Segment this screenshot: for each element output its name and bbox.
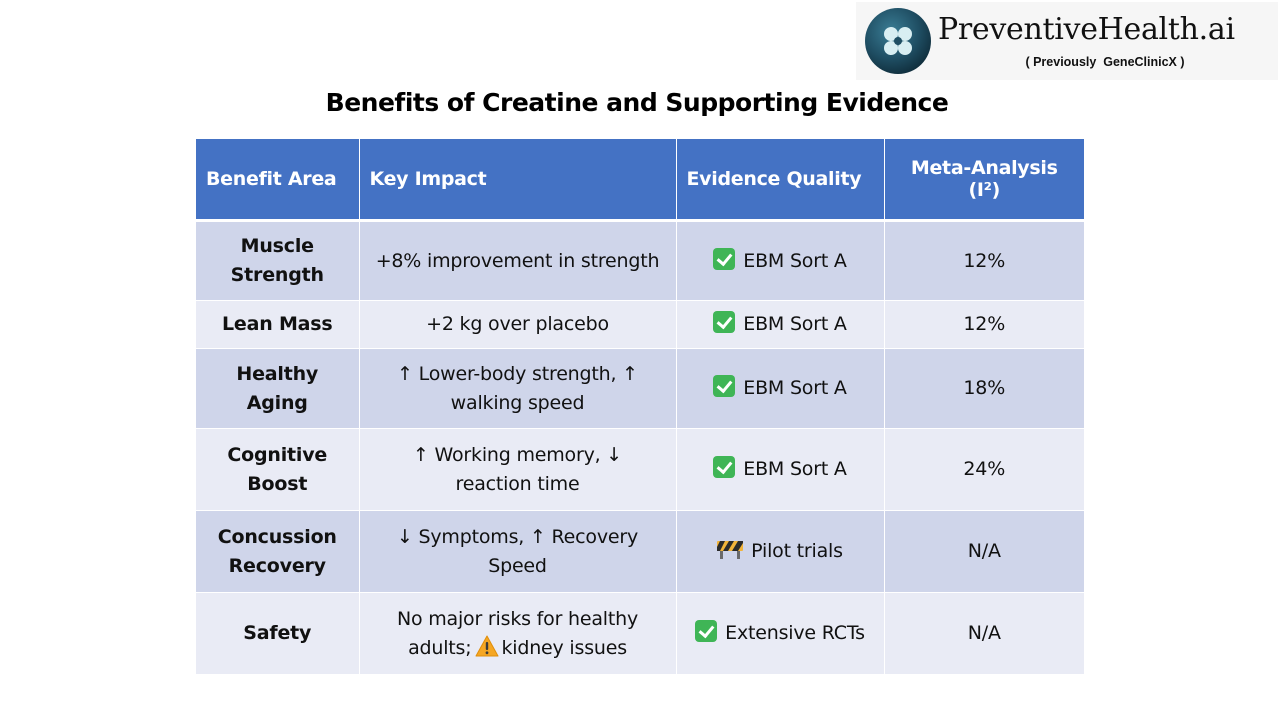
benefit-area-line: Safety <box>243 622 312 644</box>
barrier-icon <box>717 541 744 559</box>
evidence-quality-text: Extensive RCTs <box>725 622 865 644</box>
key-impact-line: +2 kg over placebo <box>370 310 666 339</box>
key-impact-line: No major risks for healthy <box>370 605 666 634</box>
benefit-area-line: Strength <box>230 264 324 286</box>
header-key-impact: Key Impact <box>359 139 677 222</box>
check-icon <box>713 247 736 270</box>
cell-key-impact: +2 kg over placebo <box>359 300 677 349</box>
cell-meta-analysis: 12% <box>884 300 1084 349</box>
check-icon <box>713 375 736 397</box>
cell-benefit-area: Safety <box>196 592 360 675</box>
cell-evidence-quality: EBM Sort A <box>676 348 885 429</box>
benefit-area-line: Healthy Aging <box>236 362 319 414</box>
key-impact-text: reaction time <box>455 472 580 495</box>
key-impact-line: ↑ Working memory, ↓ <box>370 441 666 470</box>
warning-icon <box>475 635 499 656</box>
cell-meta-analysis: 12% <box>884 220 1084 301</box>
key-impact-text: walking speed <box>450 391 585 414</box>
key-impact-text: ↑ Working memory, ↓ <box>412 443 623 466</box>
key-impact-line: +8% improvement in strength <box>370 247 666 276</box>
cell-benefit-area: Healthy Aging <box>196 348 360 429</box>
cell-benefit-area: Muscle Strength <box>196 220 360 301</box>
cell-key-impact: ↑ Working memory, ↓ reaction time <box>359 428 677 511</box>
cell-key-impact: +8% improvement in strength <box>359 220 677 301</box>
header-meta-analysis: Meta-Analysis (I²) <box>884 139 1084 222</box>
cell-evidence-quality: EBM Sort A <box>676 220 885 301</box>
check-icon <box>695 620 718 642</box>
key-impact-suffix: kidney issues <box>501 636 627 659</box>
table-row: Healthy Aging ↑ Lower-body strength, ↑ wal… <box>196 348 1084 429</box>
benefit-area-line: Recovery <box>228 554 326 577</box>
evidence-quality-text: Pilot trials <box>751 540 843 562</box>
table-row: Cognitive Boost ↑ Working memory, ↓ reactio… <box>196 428 1084 511</box>
key-impact-line: ↓ Symptoms, ↑ Recovery <box>370 523 666 552</box>
brand-name: PreventiveHealth.ai <box>938 12 1235 47</box>
benefit-area-line: Boost <box>247 472 308 495</box>
page-title: Benefits of Creatine and Supporting Evid… <box>325 88 949 117</box>
key-impact-text: Speed <box>488 554 547 577</box>
check-icon <box>713 456 736 478</box>
key-impact-text: +2 kg over placebo <box>426 313 609 335</box>
cell-evidence-quality: Extensive RCTs <box>676 592 885 675</box>
cell-key-impact: ↑ Lower-body strength, ↑ walking speed <box>359 348 677 429</box>
cell-meta-analysis: 18% <box>884 348 1084 429</box>
benefits-table: Benefit Area Key Impact Evidence Quality… <box>196 139 1084 675</box>
header-evidence-quality: Evidence Quality <box>676 139 885 222</box>
table-row: Muscle Strength +8% improvement in strengt… <box>196 220 1084 301</box>
cell-meta-analysis: N/A <box>884 510 1084 593</box>
key-impact-line: reaction time <box>370 470 666 499</box>
brand-subtitle: ( Previously GeneClinicX ) <box>1025 55 1185 69</box>
brand-logo: PreventiveHealth.ai ( Previously GeneCli… <box>856 2 1278 80</box>
check-icon <box>713 311 736 333</box>
cell-benefit-area: Concussion Recovery <box>196 510 360 593</box>
key-impact-text: adults; <box>408 636 472 659</box>
key-impact-text: +8% improvement in strength <box>375 249 660 272</box>
key-impact-line: adults; kidney issues <box>370 634 666 663</box>
cell-meta-analysis: N/A <box>884 592 1084 675</box>
cell-benefit-area: Cognitive Boost <box>196 428 360 511</box>
evidence-quality-text: EBM Sort A <box>743 249 847 272</box>
table-header-row: Benefit Area Key Impact Evidence Quality… <box>196 139 1084 222</box>
cell-evidence-quality: EBM Sort A <box>676 428 885 511</box>
key-impact-line: walking speed <box>370 389 666 418</box>
benefit-area-line: Lean Mass <box>221 313 333 335</box>
cell-benefit-area: Lean Mass <box>196 300 360 349</box>
cell-evidence-quality: EBM Sort A <box>676 300 885 349</box>
cell-key-impact: ↓ Symptoms, ↑ Recovery Speed <box>359 510 677 593</box>
key-impact-text: ↑ Lower-body strength, ↑ <box>397 362 638 385</box>
table-row: Lean Mass +2 kg over placebo EBM Sort A 12% <box>196 300 1084 349</box>
key-impact-line: ↑ Lower-body strength, ↑ <box>370 360 666 389</box>
evidence-quality-text: EBM Sort A <box>743 377 847 399</box>
benefit-area-line: Cognitive <box>227 443 328 466</box>
cell-meta-analysis: 24% <box>884 428 1084 511</box>
evidence-quality-text: EBM Sort A <box>743 313 847 335</box>
cell-evidence-quality: Pilot trials <box>676 510 885 593</box>
table-row: Safety No major risks for healthy adults; k… <box>196 592 1084 675</box>
table-row: Concussion Recovery ↓ Symptoms, ↑ Recovery… <box>196 510 1084 593</box>
logo-mark-icon <box>865 8 931 74</box>
cell-key-impact: No major risks for healthy adults; kidney … <box>359 592 677 675</box>
key-impact-text: No major risks for healthy <box>396 607 639 630</box>
benefit-area-line: Muscle <box>240 235 314 257</box>
benefit-area-line: Concussion <box>217 525 337 548</box>
key-impact-text: ↓ Symptoms, ↑ Recovery <box>396 525 639 548</box>
header-benefit-area: Benefit Area <box>196 139 360 222</box>
evidence-quality-text: EBM Sort A <box>743 458 847 480</box>
key-impact-line: Speed <box>370 552 666 581</box>
